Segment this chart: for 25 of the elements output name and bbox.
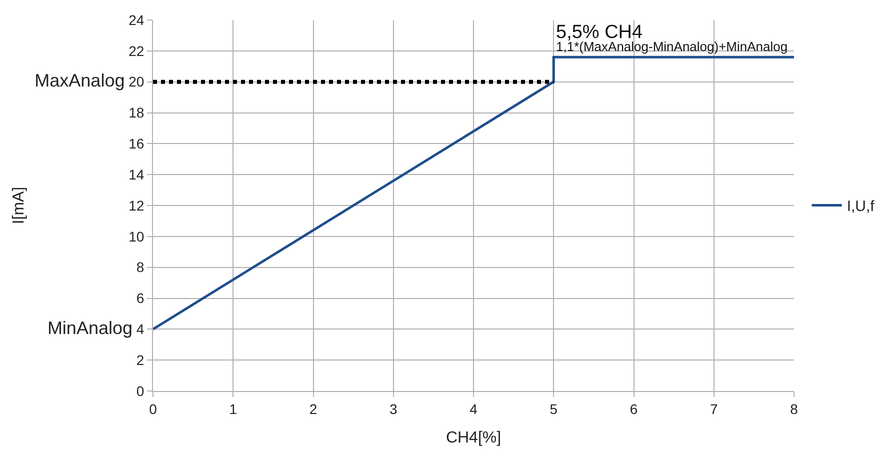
y-tick-label: MinAnalog 4 xyxy=(47,318,144,338)
y-axis-title: I[mA] xyxy=(10,186,28,224)
y-tick-label: 2 xyxy=(136,352,144,368)
x-tick-label: 6 xyxy=(630,400,638,417)
y-tick-label: 6 xyxy=(136,290,144,306)
x-tick-label: 4 xyxy=(470,400,478,417)
x-axis-title: CH4[%] xyxy=(446,430,502,446)
x-tick-label: 0 xyxy=(149,400,158,417)
y-tick-label: 22 xyxy=(128,42,144,59)
x-tick-label: 7 xyxy=(710,400,718,417)
x-tick-label: 8 xyxy=(790,400,798,417)
y-tick-label: 10 xyxy=(128,228,144,244)
y-tick-label: 24 xyxy=(128,12,144,28)
x-tick-label: 2 xyxy=(309,400,318,417)
x-tick-label: 1 xyxy=(229,400,238,417)
x-tick-label: 5 xyxy=(550,400,558,417)
y-tick-label: 16 xyxy=(128,136,144,152)
y-tick-label: MaxAnalog 20 xyxy=(34,70,144,91)
y-tick-label: 14 xyxy=(128,166,144,182)
y-tick-label: 12 xyxy=(128,197,144,214)
y-tick-label: 18 xyxy=(128,104,144,121)
y-tick-label: 0 xyxy=(136,382,144,399)
legend-label: I,U,f xyxy=(846,198,876,216)
y-tick-label: 8 xyxy=(136,259,144,276)
x-tick-label: 3 xyxy=(389,400,398,417)
